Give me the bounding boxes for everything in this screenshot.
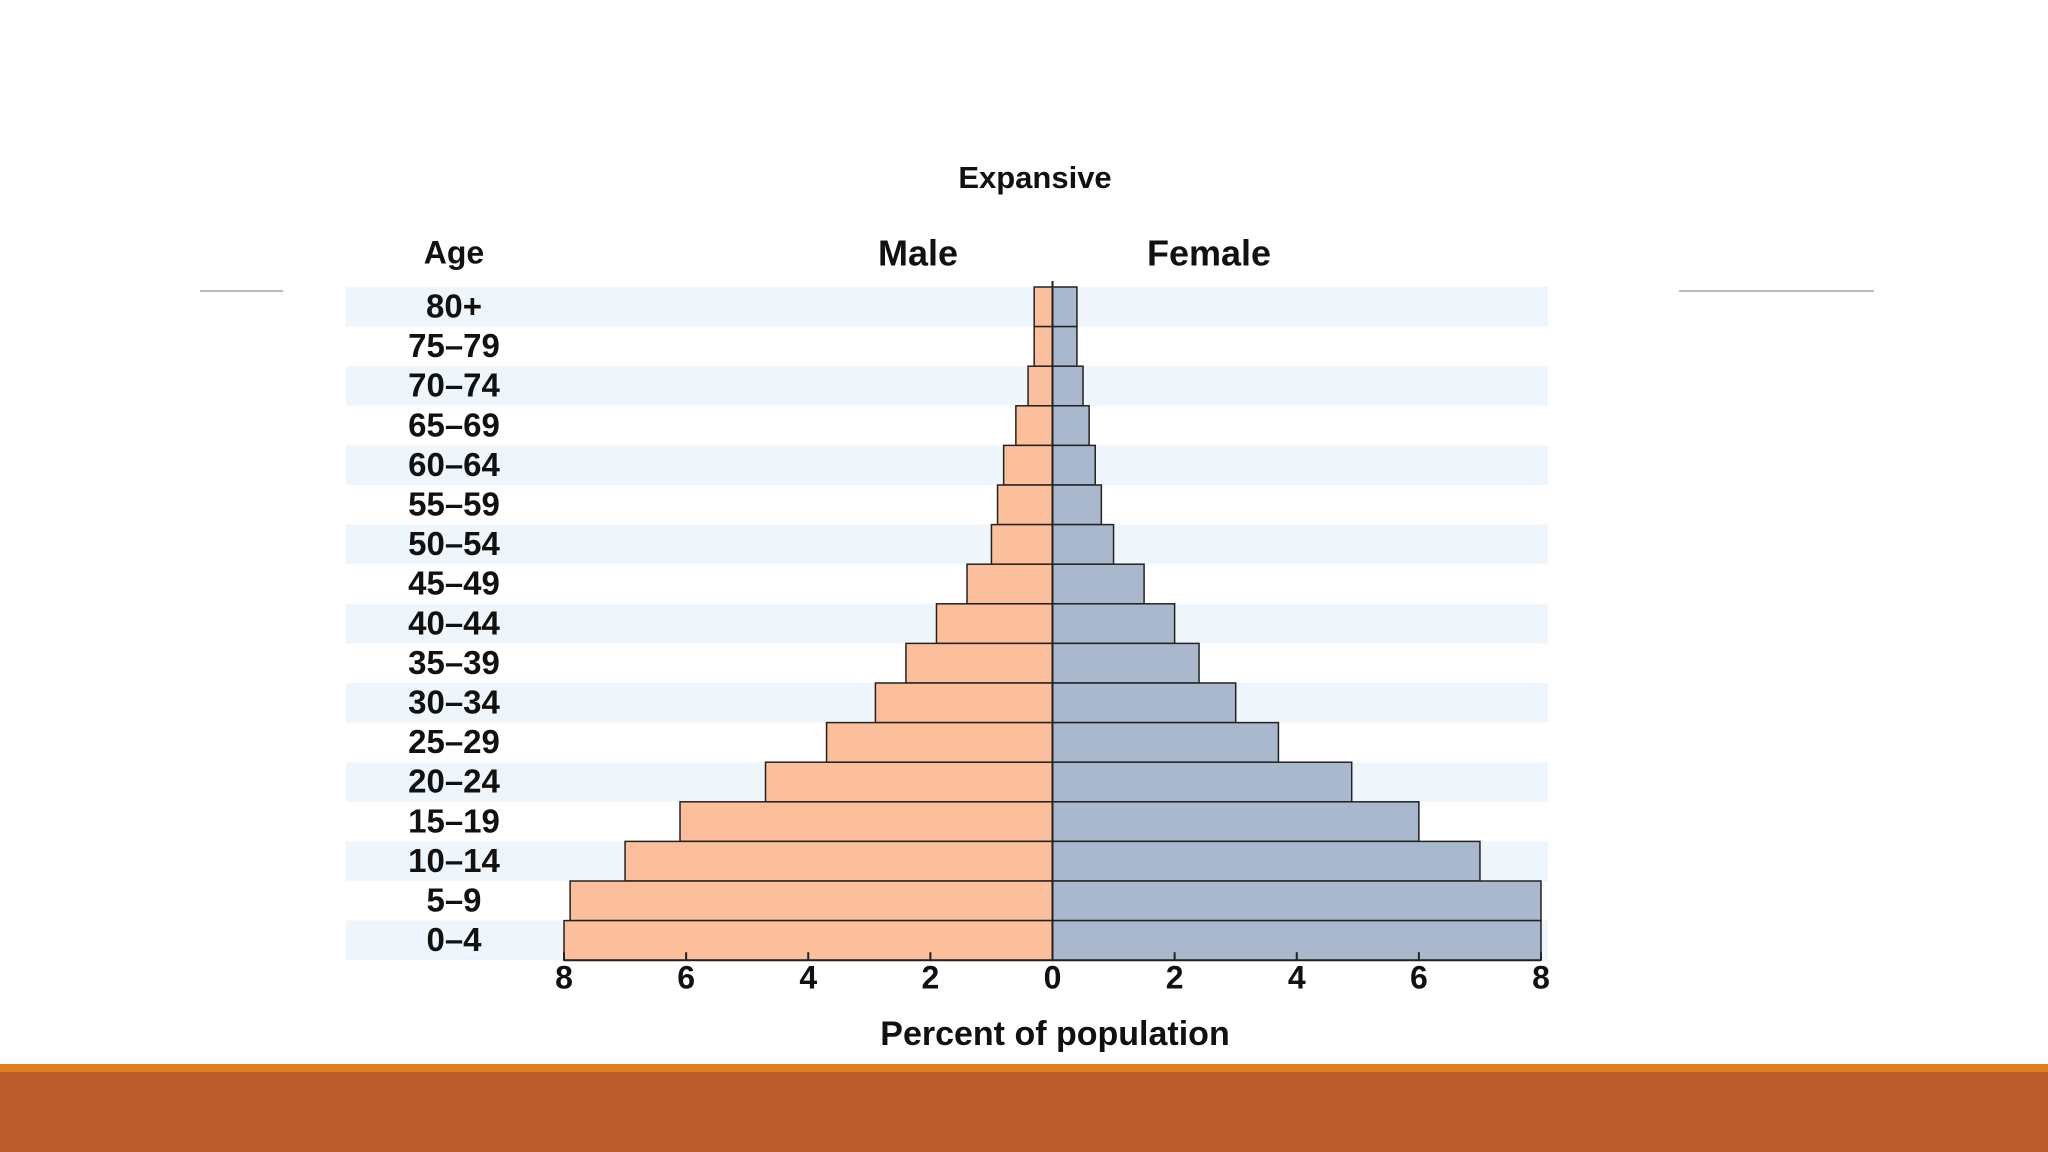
x-tick-label: 6 [677,960,695,996]
row-stripe [346,445,1548,485]
x-tick-label: 8 [1532,960,1550,996]
category-label: 65–69 [408,406,500,443]
bar [1033,325,1054,367]
x-tick-label: 4 [1288,960,1306,996]
bar [1051,563,1145,605]
bar [935,603,1054,645]
row-stripe [346,366,1548,406]
bar [1033,286,1054,328]
bar [1051,365,1084,407]
bar [624,840,1054,882]
x-tick-label: 2 [921,960,939,996]
category-label: 20–24 [408,763,500,800]
footer-band [0,1072,2048,1152]
bar [679,801,1054,843]
bar [905,642,1054,684]
bar [825,721,1054,763]
category-label: 25–29 [408,723,500,760]
category-label: 60–64 [408,446,500,483]
category-label: 0–4 [426,921,482,958]
bar [1051,286,1078,328]
category-label: 40–44 [408,604,500,641]
bar [996,484,1054,526]
row-stripe [346,287,1548,327]
category-label: 50–54 [408,525,500,562]
bar [966,563,1054,605]
category-label: 80+ [426,288,482,325]
bar [1051,444,1096,486]
category-label: 75–79 [408,327,500,364]
category-label: 15–19 [408,802,500,839]
series-label: Male [878,233,958,274]
chart-title: Expansive [958,160,1111,195]
bar [1051,880,1542,922]
bar [1051,484,1103,526]
x-tick-label: 4 [799,960,817,996]
bar [1051,523,1115,565]
category-label: 10–14 [408,842,500,879]
category-label: 55–59 [408,486,500,523]
x-axis-label: Percent of population [880,1015,1229,1053]
x-tick-label: 6 [1410,960,1428,996]
bar [1051,761,1353,803]
bar [1002,444,1054,486]
axis-label: Age [424,234,484,270]
bar [1051,801,1420,843]
bar [874,682,1054,724]
bar [990,523,1054,565]
bar [1051,682,1237,724]
x-tick-label: 2 [1166,960,1184,996]
category-label: 35–39 [408,644,500,681]
series-label: Female [1147,233,1271,274]
bar [764,761,1054,803]
bar [1051,840,1481,882]
bar [1051,405,1090,447]
bar [1051,603,1176,645]
bar [569,880,1054,922]
category-label: 45–49 [408,565,500,602]
bar [1051,325,1078,367]
footer-stripe [0,1064,2048,1072]
row-stripe [346,524,1548,565]
bar [1051,721,1280,763]
x-tick-label: 0 [1044,960,1062,996]
bar [1051,642,1200,684]
bar [1015,405,1054,447]
bar [1027,365,1054,407]
category-label: 70–74 [408,367,500,404]
x-tick-label: 8 [555,960,573,996]
category-label: 5–9 [426,882,481,919]
category-label: 30–34 [408,684,500,721]
